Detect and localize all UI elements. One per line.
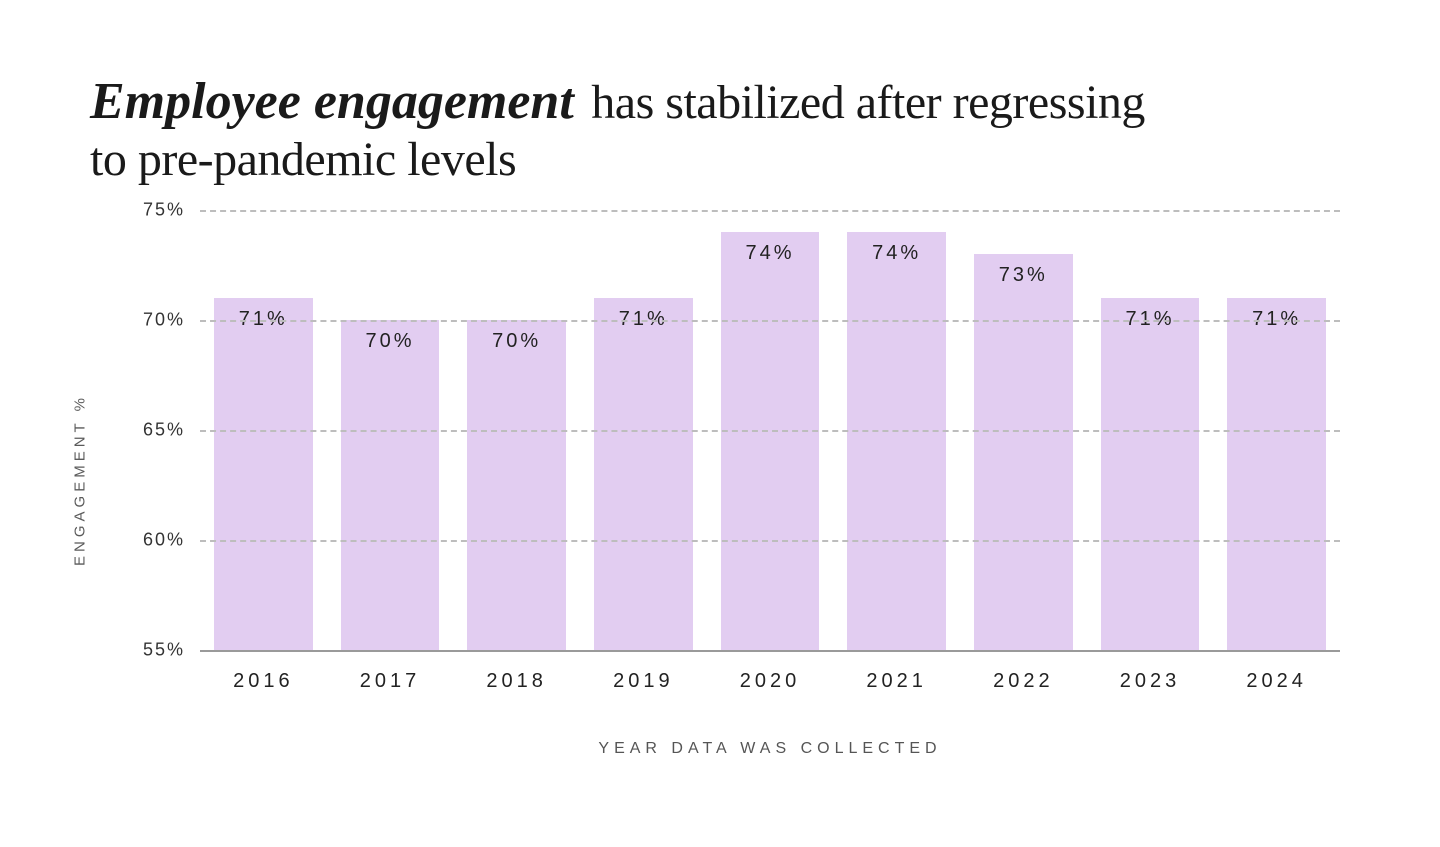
chart-area: ENGAGEMENT % 71%70%70%71%74%74%73%71%71%…	[90, 200, 1350, 760]
y-tick-label: 70%	[130, 310, 185, 331]
y-tick-label: 75%	[130, 200, 185, 221]
gridline	[200, 540, 1340, 542]
y-axis-title: ENGAGEMENT %	[72, 394, 89, 566]
gridline	[200, 430, 1340, 432]
x-tick-label: 2022	[993, 670, 1054, 693]
plot-area: 71%70%70%71%74%74%73%71%71% 55%60%65%70%…	[200, 210, 1340, 650]
x-tick-label: 2016	[233, 670, 294, 693]
bar: 74%	[721, 232, 820, 650]
x-axis-title: YEAR DATA WAS COLLECTED	[200, 740, 1340, 758]
x-tick-label: 2017	[360, 670, 421, 693]
bar: 70%	[467, 320, 566, 650]
x-tick-label: 2020	[740, 670, 801, 693]
y-tick-label: 60%	[130, 530, 185, 551]
title-script-part: Employee engagement	[90, 73, 580, 130]
bar-value-label: 70%	[341, 330, 440, 353]
x-tick-label: 2018	[486, 670, 547, 693]
x-tick-label: 2019	[613, 670, 674, 693]
bar: 71%	[594, 298, 693, 650]
gridline	[200, 210, 1340, 212]
bar: 71%	[1101, 298, 1200, 650]
bar-value-label: 70%	[467, 330, 566, 353]
bar-value-label: 74%	[721, 242, 820, 265]
bar: 71%	[214, 298, 313, 650]
chart-container: Employee engagement has stabilized after…	[0, 0, 1440, 847]
x-tick-label: 2023	[1120, 670, 1181, 693]
bar: 70%	[341, 320, 440, 650]
y-tick-label: 65%	[130, 420, 185, 441]
chart-title: Employee engagement has stabilized after…	[90, 72, 1190, 187]
bar: 73%	[974, 254, 1073, 650]
x-tick-label: 2024	[1246, 670, 1307, 693]
bar-value-label: 73%	[974, 264, 1073, 287]
x-tick-label: 2021	[866, 670, 927, 693]
bar: 74%	[847, 232, 946, 650]
gridline	[200, 320, 1340, 322]
bar: 71%	[1227, 298, 1326, 650]
y-tick-label: 55%	[130, 640, 185, 661]
bar-value-label: 74%	[847, 242, 946, 265]
baseline	[200, 650, 1340, 652]
